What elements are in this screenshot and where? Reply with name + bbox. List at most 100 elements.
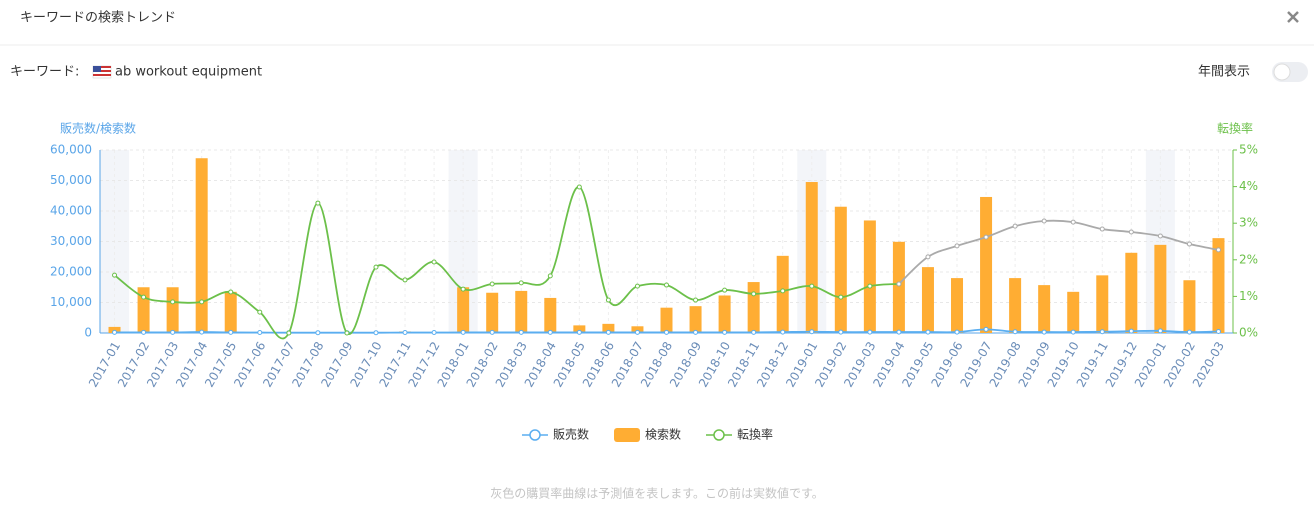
- dialog-title: キーワードの検索トレンド: [20, 11, 176, 26]
- point: [431, 259, 437, 265]
- bar: [776, 255, 789, 333]
- point: [518, 280, 524, 286]
- point: [373, 330, 379, 336]
- point: [1128, 229, 1134, 235]
- point: [228, 289, 234, 295]
- point: [112, 272, 118, 278]
- point: [1070, 219, 1076, 225]
- y-tick-label: 20,000: [50, 265, 92, 279]
- point: [1099, 329, 1105, 335]
- bar: [631, 326, 644, 333]
- bar: [486, 292, 499, 333]
- point: [315, 330, 321, 336]
- point: [286, 330, 292, 336]
- point: [664, 282, 669, 288]
- point: [1157, 328, 1163, 334]
- point: [954, 329, 960, 335]
- bar: [921, 267, 934, 333]
- point: [518, 329, 524, 335]
- point: [112, 329, 118, 335]
- close-button[interactable]: [1287, 11, 1299, 23]
- point: [867, 283, 873, 289]
- point: [693, 329, 699, 335]
- point: [199, 329, 205, 335]
- bar: [1154, 244, 1167, 333]
- point: [576, 184, 582, 190]
- bar: [660, 307, 673, 333]
- bar: [892, 241, 905, 333]
- point: [605, 329, 611, 335]
- point: [460, 286, 466, 292]
- point: [751, 329, 757, 335]
- point: [722, 287, 728, 293]
- bar: [1096, 275, 1109, 333]
- legend-swatch: [614, 428, 640, 442]
- y2-tick-label: 5%: [1239, 143, 1258, 157]
- legend-label: 販売数: [553, 427, 589, 442]
- bar: [602, 323, 615, 333]
- y2-tick-label: 3%: [1239, 216, 1258, 230]
- bar: [834, 206, 847, 333]
- point: [896, 329, 902, 335]
- point: [170, 329, 176, 335]
- point: [751, 291, 757, 297]
- bar: [689, 306, 702, 333]
- point: [838, 294, 844, 300]
- point: [693, 297, 699, 303]
- point: [1186, 329, 1192, 335]
- bar: [1212, 238, 1225, 333]
- bar: [544, 297, 557, 333]
- point: [1215, 328, 1221, 334]
- point: [431, 330, 437, 336]
- y-tick-label: 50,000: [50, 173, 92, 187]
- y2-tick-label: 0%: [1239, 326, 1258, 340]
- footer-note: 灰色の購買率曲線は予測値を表します。この前は実数値です。: [490, 486, 824, 501]
- point: [1012, 223, 1018, 229]
- point: [199, 299, 205, 305]
- bar: [515, 290, 528, 333]
- bar: [457, 287, 470, 333]
- point: [141, 329, 147, 335]
- point: [1012, 329, 1018, 335]
- point: [489, 329, 495, 335]
- y2-tick-label: 2%: [1239, 252, 1258, 266]
- y2-tick-label: 1%: [1239, 289, 1258, 303]
- bar: [980, 196, 993, 333]
- point: [1099, 226, 1105, 232]
- bar: [951, 278, 964, 333]
- us-flag: [92, 65, 112, 79]
- toggle-knob[interactable]: [1273, 63, 1291, 81]
- point: [576, 329, 582, 335]
- point: [1041, 329, 1047, 335]
- point: [1070, 329, 1076, 335]
- point: [605, 297, 611, 303]
- y-tick-label: 30,000: [50, 234, 92, 248]
- point: [809, 283, 815, 289]
- close-icon[interactable]: [1287, 11, 1299, 23]
- point: [1041, 218, 1047, 224]
- bar: [1038, 285, 1051, 333]
- point: [257, 330, 263, 336]
- y-tick-label: 10,000: [50, 295, 92, 309]
- bar: [573, 325, 586, 333]
- bar: [805, 182, 818, 333]
- toggle-switch[interactable]: [1272, 62, 1308, 82]
- point: [838, 329, 844, 335]
- y2-tick-label: 4%: [1239, 179, 1258, 193]
- point: [925, 254, 931, 260]
- legend-label: 検索数: [645, 427, 681, 442]
- point: [315, 200, 321, 206]
- point: [402, 277, 408, 283]
- point: [664, 329, 669, 335]
- keyword-value: ab workout equipment: [115, 65, 262, 80]
- y2-axis-title: 転換率: [1217, 121, 1253, 136]
- point: [344, 330, 350, 336]
- point: [867, 329, 873, 335]
- bar: [747, 282, 760, 333]
- bar: [1183, 280, 1196, 333]
- bar: [166, 287, 179, 333]
- point: [547, 273, 553, 279]
- legend-swatch: [529, 429, 541, 441]
